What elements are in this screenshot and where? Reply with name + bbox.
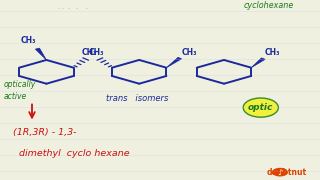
Text: optic: optic (248, 103, 274, 112)
Polygon shape (36, 48, 46, 60)
Text: CH₃: CH₃ (181, 48, 197, 57)
Text: CH₃: CH₃ (82, 48, 97, 57)
Text: (1R,3R) - 1,3-: (1R,3R) - 1,3- (13, 128, 76, 137)
Text: CH₃: CH₃ (89, 48, 104, 57)
Text: CH₃: CH₃ (20, 37, 36, 46)
Polygon shape (166, 57, 182, 68)
Text: optically: optically (3, 80, 36, 89)
Text: dimethyl  cyclo hexane: dimethyl cyclo hexane (19, 149, 130, 158)
Text: CH₃: CH₃ (265, 48, 280, 57)
Circle shape (243, 98, 278, 117)
Polygon shape (251, 58, 265, 68)
Text: active: active (3, 93, 27, 102)
Text: cyclohexane: cyclohexane (243, 1, 293, 10)
Text: doubtnut: doubtnut (267, 168, 307, 177)
Text: . .  .   .    .: . . . . . (58, 5, 88, 10)
Text: trans   isomers: trans isomers (106, 94, 168, 103)
Circle shape (272, 168, 288, 177)
Text: ♪: ♪ (277, 168, 283, 177)
